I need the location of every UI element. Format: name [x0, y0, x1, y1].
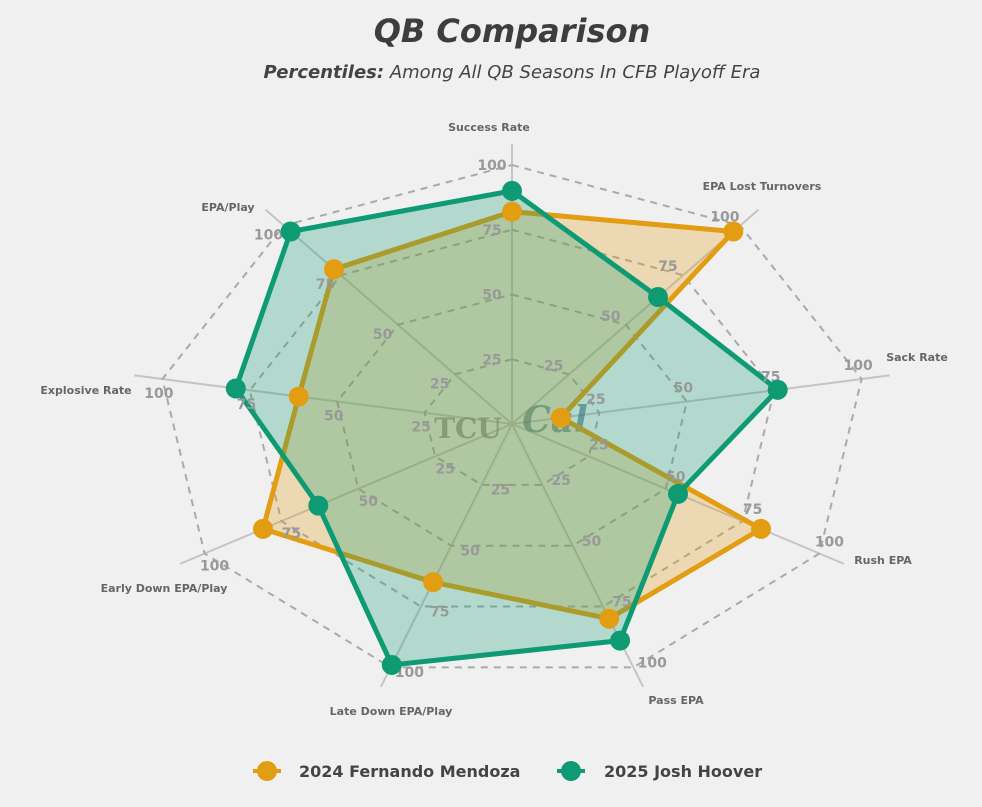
category-label: Pass EPA [648, 694, 704, 707]
subtitle-text: Among All QB Seasons In CFB Playoff Era [389, 62, 761, 83]
grid-ring [336, 293, 688, 547]
tick-label: 100 [200, 559, 229, 575]
data-point [280, 221, 301, 242]
tick-label: 75 [482, 223, 501, 239]
tick-label: 100 [815, 534, 844, 550]
tick-label: 75 [430, 604, 449, 620]
category-label: EPA Lost Turnovers [703, 180, 822, 193]
category-label: Early Down EPA/Play [101, 582, 228, 595]
tick-label: 25 [411, 420, 430, 436]
tick-label: 75 [282, 526, 301, 542]
tick-label: 25 [551, 473, 570, 489]
data-point [252, 518, 273, 539]
category-label: Late Down EPA/Play [330, 705, 453, 718]
tcu-logo: TCU [434, 412, 502, 445]
tick-label: 25 [589, 437, 608, 453]
data-point [550, 407, 571, 428]
data-point [767, 379, 788, 400]
tick-label: 50 [359, 494, 379, 510]
series-area-1 [233, 188, 781, 668]
tick-label: 50 [460, 543, 480, 559]
data-point [599, 608, 620, 629]
subtitle-bold: Percentiles: [263, 62, 385, 83]
data-point [502, 180, 522, 201]
data-point [288, 386, 309, 407]
legend-item: 2025 Josh Hoover [557, 761, 762, 781]
legend-marker [257, 761, 277, 781]
grid-ring [161, 163, 863, 669]
tick-label: 75 [612, 595, 631, 611]
data-point [423, 572, 444, 593]
tick-label: 100 [254, 228, 283, 244]
category-label: Explosive Rate [40, 384, 131, 397]
tick-label: 50 [674, 381, 694, 397]
tick-label: 25 [544, 358, 563, 374]
data-point [381, 654, 402, 675]
data-point [668, 483, 689, 504]
axis-line [511, 374, 890, 425]
tick-label: 50 [666, 470, 686, 486]
series-area-0 [260, 209, 764, 622]
tick-label: 25 [482, 352, 501, 368]
tick-label: 50 [324, 408, 344, 424]
axis-line [179, 423, 513, 565]
chart-title: QB Comparison [373, 12, 651, 50]
axis-line [134, 374, 513, 425]
tick-label: 100 [477, 158, 506, 174]
tick-label: 25 [491, 483, 510, 499]
data-point [324, 259, 345, 280]
tick-label: 25 [430, 376, 449, 392]
legend-label: 2025 Josh Hoover [604, 762, 762, 781]
tick-label: 25 [435, 461, 454, 477]
tick-label: 100 [144, 386, 173, 402]
tick-label: 100 [638, 656, 667, 672]
tick-label: 50 [373, 327, 393, 343]
tick-label: 75 [316, 277, 335, 293]
data-point [648, 287, 669, 308]
axis-line [264, 208, 513, 425]
tick-label: 50 [582, 534, 602, 550]
data-point [225, 378, 246, 399]
data-point [723, 221, 744, 242]
data-point [751, 518, 772, 539]
legend-marker [561, 761, 581, 781]
data-point [610, 630, 631, 651]
axis-line [379, 423, 513, 688]
tick-label: 75 [658, 259, 677, 275]
grid-ring [248, 228, 776, 608]
tick-label: 25 [586, 392, 605, 408]
category-label: EPA/Play [201, 201, 254, 214]
tick-label: 50 [601, 309, 621, 325]
legend-item: 2024 Fernando Mendoza [253, 761, 520, 781]
tick-label: 75 [743, 502, 762, 518]
category-label: Rush EPA [854, 554, 912, 567]
tick-label: 75 [237, 397, 256, 413]
data-point [308, 495, 329, 516]
category-label: Success Rate [448, 121, 530, 134]
chart-subtitle: Percentiles: Among All QB Seasons In CFB… [0, 62, 982, 83]
tick-label: 100 [844, 358, 873, 374]
category-label: Sack Rate [886, 351, 948, 364]
data-point [502, 201, 522, 222]
tick-label: 50 [482, 288, 502, 304]
legend-label: 2024 Fernando Mendoza [299, 762, 520, 781]
tick-label: 100 [395, 665, 424, 681]
